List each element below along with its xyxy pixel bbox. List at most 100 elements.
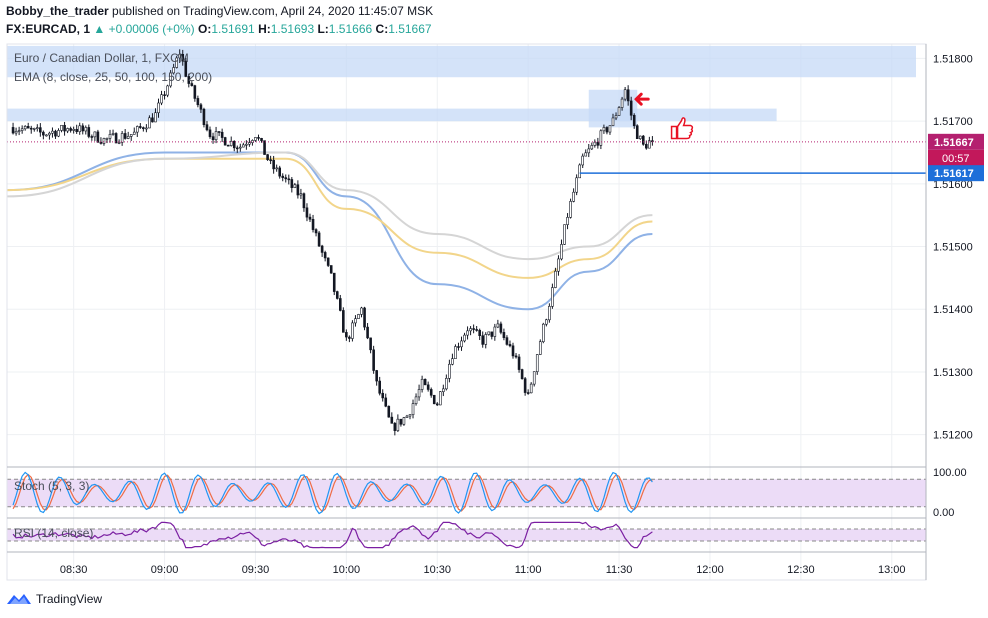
candle-up [484, 334, 488, 345]
candle-up [614, 115, 618, 119]
candle-up [581, 155, 585, 166]
candle-up [590, 145, 594, 150]
candle-down [375, 370, 378, 382]
author-name[interactable]: Bobby_the_trader [6, 4, 109, 18]
candle-up [129, 134, 133, 137]
candle-down [645, 144, 648, 149]
candle-up [469, 328, 472, 332]
candle-up [20, 128, 24, 131]
price-tick-label: 1.51600 [933, 179, 973, 191]
candle-up [542, 323, 545, 342]
candle-down [223, 137, 227, 146]
brand-name: TradingView [36, 592, 103, 606]
candle-up [529, 383, 533, 394]
price-tick-label: 1.51200 [933, 430, 973, 442]
candle-up [245, 143, 248, 146]
candle-down [457, 346, 460, 348]
candle-down [81, 125, 85, 132]
tradingview-logo[interactable]: TradingView [6, 592, 102, 606]
candle-up [242, 144, 245, 148]
time-axis[interactable]: 08:30 09:00 09:30 10:00 10:30 11:00 11:30 12:00… [60, 564, 906, 576]
candle-up [60, 124, 63, 131]
stoch-tick-0: 0.00 [933, 507, 954, 519]
candle-down [190, 83, 194, 86]
candle-up [493, 326, 497, 337]
candle-down [193, 85, 197, 99]
candle-down [514, 355, 518, 358]
candle-down [278, 167, 282, 177]
price-tick-label: 1.51400 [933, 304, 973, 316]
overlays [7, 92, 926, 174]
candle-up [593, 141, 597, 146]
ema-line [7, 157, 653, 279]
time-tick-label: 10:30 [423, 564, 451, 576]
high-value: 1.51693 [270, 22, 315, 36]
candle-up [584, 152, 588, 157]
candle-down [384, 397, 388, 407]
candle-up [157, 102, 160, 114]
candle-up [563, 224, 566, 245]
candle-up [608, 125, 612, 133]
candle-down [211, 136, 215, 141]
candle-down [208, 129, 212, 137]
candle-up [620, 98, 624, 108]
open-label: O: [197, 22, 212, 36]
candle-down [63, 124, 66, 132]
candle-down [372, 349, 375, 371]
candle-up [560, 244, 563, 260]
candle-up [154, 112, 157, 123]
candle-up [35, 127, 39, 129]
ema-lines [7, 151, 653, 311]
tradingview-logo-icon [7, 594, 31, 604]
price-tick-label: 1.51300 [933, 367, 973, 379]
price-axis[interactable]: 1.51800 1.51700 1.51600 1.51500 1.51400 1.513… [933, 53, 973, 441]
candle-down [387, 405, 391, 418]
candle-up [557, 258, 560, 272]
candle-up [93, 131, 97, 138]
candle-up [587, 148, 591, 154]
ema-legend: EMA (8, close, 25, 50, 100, 150, 200) [14, 70, 212, 84]
close-label: C: [375, 22, 389, 36]
candle-down [139, 126, 142, 128]
open-value: 1.51691 [211, 22, 255, 36]
candle-up [535, 354, 539, 372]
candle-down [508, 344, 512, 347]
candle-up [102, 138, 106, 144]
time-tick-label: 12:30 [787, 564, 815, 576]
candle-down [226, 144, 230, 147]
countdown-badge [928, 149, 984, 166]
candle-up [411, 403, 415, 416]
candle-down [335, 291, 339, 299]
candle-up [254, 137, 257, 141]
chart-title: Euro / Canadian Dollar, 1, FXCM [14, 51, 189, 65]
candle-down [151, 117, 154, 123]
candle-down [626, 89, 630, 102]
candle-up [396, 418, 400, 431]
candle-down [302, 193, 306, 209]
stoch-k-line [12, 471, 653, 515]
candle-down [257, 137, 260, 139]
candle-up [554, 270, 557, 288]
candle-down [475, 329, 478, 331]
candle-down [390, 416, 394, 424]
candle-down [363, 307, 366, 328]
candle-down [511, 345, 515, 357]
publish-text: published on TradingView.com, April 24, … [112, 4, 434, 18]
candle-up [451, 358, 454, 365]
candle-up [617, 107, 621, 116]
candle-up [599, 130, 603, 146]
candle-down [481, 335, 485, 345]
candle-down [311, 219, 315, 230]
candle-up [178, 53, 182, 59]
candle-up [14, 130, 18, 134]
candle-down [260, 137, 263, 141]
time-tick-label: 09:30 [242, 564, 270, 576]
candle-up [169, 72, 172, 87]
candle-up [417, 389, 421, 398]
candle-down [69, 128, 72, 131]
candle-down [266, 154, 269, 161]
candle-up [448, 363, 451, 379]
zones [7, 45, 916, 128]
candle-down [632, 114, 636, 127]
